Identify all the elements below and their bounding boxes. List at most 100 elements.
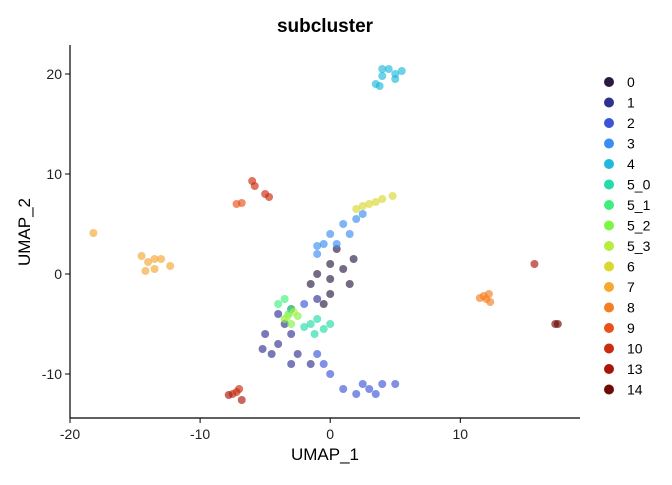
point (150, 255, 159, 263)
point (345, 230, 354, 238)
legend-marker (604, 97, 614, 108)
point (339, 220, 348, 228)
legend-marker (604, 118, 614, 128)
legend-marker (604, 179, 614, 190)
point (313, 315, 322, 323)
point (287, 360, 296, 368)
legend-label: 9 (627, 320, 635, 336)
point (157, 255, 166, 263)
legend-marker (604, 343, 614, 354)
legend-marker (604, 302, 614, 313)
point (375, 82, 384, 90)
legend-label: 1 (627, 95, 635, 111)
point (326, 230, 335, 238)
point (349, 255, 358, 263)
point (397, 67, 406, 75)
point (144, 258, 153, 266)
point (475, 294, 484, 302)
legend-label: 3 (627, 136, 635, 152)
point (388, 192, 397, 200)
legend-marker (604, 200, 614, 210)
point (326, 290, 335, 298)
legend-label: 6 (627, 259, 635, 275)
point (358, 202, 367, 210)
point (166, 262, 175, 270)
y-tick-label: -10 (42, 366, 62, 382)
legend-marker (604, 159, 614, 169)
legend-label: 13 (627, 361, 643, 377)
legend-marker (604, 384, 614, 395)
legend-marker (604, 77, 614, 87)
point (280, 295, 289, 303)
point (310, 330, 319, 338)
y-tick-label: 0 (54, 266, 62, 282)
x-axis-label: UMAP_1 (291, 445, 359, 464)
x-tick-label: 10 (453, 426, 469, 442)
point (352, 390, 361, 398)
point (378, 195, 387, 203)
point (313, 350, 322, 358)
y-tick-label: 20 (46, 66, 62, 82)
point (486, 298, 495, 306)
point (326, 370, 335, 378)
y-tick-label: 10 (46, 166, 62, 182)
point (391, 75, 400, 83)
point (287, 330, 296, 338)
point (313, 270, 322, 278)
point (306, 360, 315, 368)
point (358, 380, 367, 388)
point (274, 340, 283, 348)
point (250, 182, 259, 190)
x-tick-label: 0 (326, 426, 334, 442)
legend-marker (604, 261, 614, 272)
legend-marker (604, 220, 614, 231)
point (258, 345, 267, 353)
point (332, 240, 341, 248)
point (313, 242, 322, 250)
point (141, 267, 150, 275)
point (378, 65, 387, 73)
point (89, 229, 98, 237)
point (391, 380, 400, 388)
legend-label: 5_3 (627, 238, 651, 254)
point (484, 290, 493, 298)
legend-label: 10 (627, 341, 643, 357)
point (313, 250, 322, 258)
point (352, 205, 361, 213)
chart-title: subcluster (277, 16, 374, 37)
point (326, 275, 335, 283)
point (267, 350, 276, 358)
point (530, 260, 539, 268)
legend-marker (604, 364, 614, 374)
point (150, 265, 159, 273)
legend-label: 14 (627, 382, 643, 398)
legend-label: 4 (627, 156, 635, 172)
point (306, 280, 315, 288)
point (289, 308, 298, 316)
legend-label: 0 (627, 74, 635, 90)
x-tick-label: -20 (60, 426, 80, 442)
legend-label: 5_1 (627, 197, 651, 213)
point (352, 215, 361, 223)
point (274, 300, 283, 308)
point (261, 330, 270, 338)
legend-marker (604, 323, 614, 333)
point (378, 380, 387, 388)
point (300, 323, 309, 331)
legend-label: 5_2 (627, 218, 651, 234)
point (371, 390, 380, 398)
point (306, 320, 315, 328)
point (319, 325, 328, 333)
point (224, 391, 233, 399)
point (365, 385, 374, 393)
legend-label: 7 (627, 279, 635, 295)
point (274, 310, 283, 318)
legend-marker (604, 282, 614, 292)
point (313, 295, 322, 303)
y-axis-label: UMAP_2 (15, 198, 34, 266)
point (553, 320, 562, 328)
point (319, 240, 328, 248)
point (319, 300, 328, 308)
point (237, 396, 246, 404)
